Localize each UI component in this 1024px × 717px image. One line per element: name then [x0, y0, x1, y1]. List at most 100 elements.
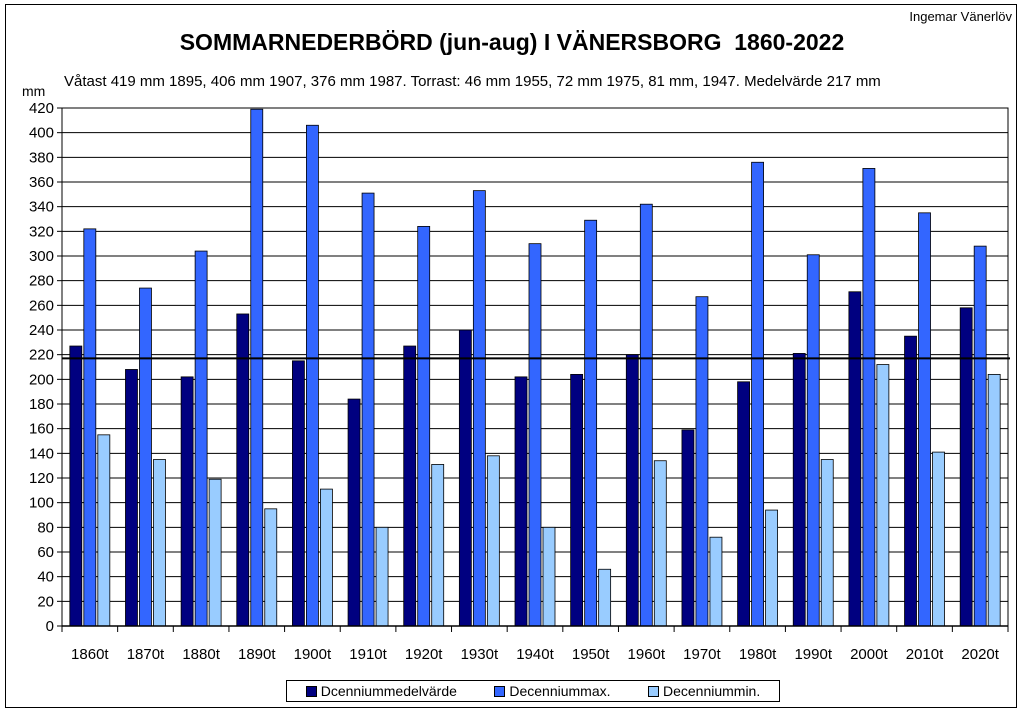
bar-mean	[69, 345, 83, 627]
y-tick-label: 420	[29, 100, 54, 117]
bar-min	[653, 460, 667, 627]
bar-mean	[625, 354, 639, 627]
bar-max	[361, 192, 375, 627]
bar-min	[820, 459, 834, 627]
bar-mean	[403, 345, 417, 627]
chart-legend: Dcenniummedelvärde Decenniummax. Decennium…	[286, 680, 780, 702]
bar-max	[584, 219, 598, 627]
x-tick-label: 1880t	[182, 646, 220, 663]
bar-mean	[125, 369, 138, 627]
y-tick-label: 0	[46, 618, 54, 635]
legend-label: Dcenniummedelvärde	[320, 683, 457, 699]
x-tick-label: 2000t	[850, 646, 888, 663]
y-tick-label: 260	[29, 297, 54, 314]
x-tick-label: 1900t	[294, 646, 332, 663]
bar-min	[375, 526, 389, 627]
y-axis-unit: mm	[22, 83, 46, 99]
x-tick-label: 1870t	[127, 646, 165, 663]
bar-mean	[681, 429, 695, 627]
y-tick-label: 280	[29, 273, 54, 290]
chart-title: SOMMARNEDERBÖRD (jun-aug) I VÄNERSBORG 1…	[179, 29, 845, 55]
legend-swatch	[305, 685, 317, 697]
y-tick-label: 60	[37, 544, 54, 561]
bar-max	[83, 228, 97, 627]
x-tick-label: 2010t	[906, 646, 944, 663]
legend-swatch	[494, 685, 506, 697]
x-tick-label: 1910t	[349, 646, 387, 663]
bar-max	[194, 250, 208, 627]
bar-max	[250, 108, 264, 627]
bar-mean	[236, 313, 250, 627]
x-tick-label: 1950t	[572, 646, 610, 663]
bar-mean	[959, 307, 973, 627]
bar-mean	[904, 335, 917, 627]
x-tick-label: 1970t	[683, 646, 721, 663]
x-tick-label: 1960t	[628, 646, 666, 663]
y-tick-label: 200	[29, 371, 54, 388]
bar-mean	[848, 291, 862, 627]
legend-item: Decenniummin.	[647, 683, 761, 699]
bar-min	[431, 464, 445, 627]
bar-min	[709, 536, 723, 627]
x-tick-label: 1940t	[516, 646, 554, 663]
x-tick-label: 2020t	[961, 646, 999, 663]
y-tick-label: 140	[29, 445, 54, 462]
x-tick-label: 1890t	[238, 646, 276, 663]
bar-min	[486, 455, 500, 627]
bar-max	[417, 225, 431, 627]
y-tick-label: 340	[29, 199, 54, 216]
bar-min	[765, 509, 778, 627]
bar-max	[862, 168, 876, 627]
bar-mean	[347, 398, 361, 627]
bar-max	[639, 203, 653, 627]
bar-max	[306, 124, 319, 627]
legend-label: Decenniummin.	[662, 683, 761, 699]
bar-mean	[458, 329, 472, 627]
y-tick-label: 160	[29, 421, 54, 438]
bar-min	[153, 459, 166, 627]
bar-min	[208, 478, 222, 627]
y-tick-label: 40	[37, 569, 54, 586]
x-tick-label: 1980t	[739, 646, 777, 663]
bar-mean	[514, 376, 528, 627]
bar-min	[264, 508, 278, 627]
bar-min	[97, 434, 111, 627]
bar-min	[987, 373, 1001, 627]
y-tick-label: 360	[29, 174, 54, 191]
bar-max	[973, 245, 987, 627]
y-tick-label: 240	[29, 322, 54, 339]
bar-min	[932, 451, 945, 627]
y-tick-label: 120	[29, 470, 54, 487]
x-tick-label: 1920t	[405, 646, 443, 663]
x-tick-label: 1930t	[461, 646, 499, 663]
bar-mean	[570, 373, 584, 627]
bar-max	[528, 243, 542, 627]
legend-label: Decenniummax.	[509, 683, 611, 699]
legend-item: Decenniummax.	[494, 683, 611, 699]
bar-min	[598, 568, 612, 627]
chart-subtitle: Våtast 419 mm 1895, 406 mm 1907, 376 mm …	[64, 73, 881, 90]
x-tick-label: 1860t	[71, 646, 109, 663]
y-tick-label: 300	[29, 248, 54, 265]
bar-mean	[180, 376, 194, 627]
y-tick-label: 20	[37, 593, 54, 610]
bar-max	[918, 212, 931, 627]
bar-min	[876, 364, 890, 627]
bar-mean	[792, 353, 806, 627]
y-tick-label: 100	[29, 495, 54, 512]
bar-max	[139, 287, 152, 627]
y-tick-label: 400	[29, 125, 54, 142]
y-tick-label: 320	[29, 223, 54, 240]
bar-min	[542, 526, 556, 627]
bar-mean	[292, 360, 305, 627]
bar-mean	[737, 381, 750, 627]
y-tick-label: 180	[29, 396, 54, 413]
x-tick-label: 1990t	[794, 646, 832, 663]
bar-max	[695, 296, 709, 627]
legend-item: Dcenniummedelvärde	[305, 683, 457, 699]
legend-swatch	[647, 685, 659, 697]
bar-max	[472, 190, 486, 627]
y-tick-label: 380	[29, 149, 54, 166]
bar-max	[751, 161, 764, 627]
